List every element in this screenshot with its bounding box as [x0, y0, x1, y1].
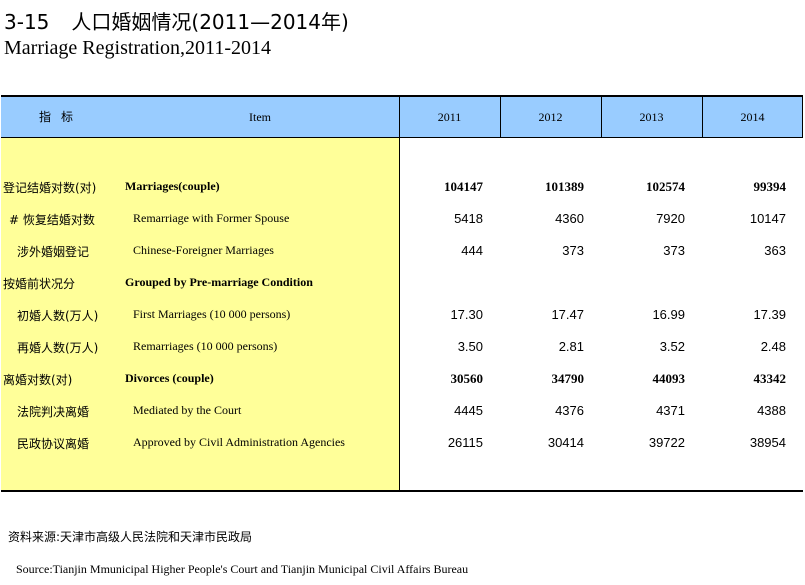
- cell-2013: 102574: [646, 179, 685, 194]
- row-label-en: Divorces (couple): [125, 371, 214, 385]
- cell-2013: 4371: [656, 403, 685, 418]
- cell-2013: 44093: [652, 371, 686, 386]
- table-header: 指标 Item 2011 2012 2013 2014: [1, 97, 803, 138]
- cell-2011: 104147: [444, 179, 483, 194]
- cell-2011: 444: [461, 243, 483, 258]
- row-label-en: Approved by Civil Administration Agencie…: [133, 435, 345, 449]
- cell-2011: 26115: [447, 435, 483, 450]
- header-indicator-cn: 指标: [38, 110, 83, 124]
- table-row: 涉外婚姻登记 Chinese-Foreigner Marriages 444 373 3…: [1, 235, 803, 267]
- row-label-cn: 民政协议离婚: [17, 437, 90, 451]
- cell-2014: 38954: [749, 435, 786, 450]
- table-row: 民政协议离婚 Approved by Civil Administration A…: [1, 427, 803, 459]
- table-title-en: Marriage Registration,2011-2014: [4, 37, 271, 59]
- row-label-cn: # 恢复结婚对数: [9, 213, 95, 227]
- cell-2013: 3.52: [659, 339, 685, 354]
- cell-2014: 4388: [757, 403, 786, 418]
- header-divider: [702, 97, 703, 137]
- table-number: 3-15: [4, 10, 50, 34]
- header-year-2013: 2013: [639, 110, 664, 124]
- source-note-cn: 资料来源:天津市高级人民法院和天津市民政局: [8, 530, 253, 544]
- cell-2014: 363: [764, 243, 786, 258]
- header-year-2012: 2012: [538, 110, 563, 124]
- table-row: # 恢复结婚对数 Remarriage with Former Spouse 541…: [1, 203, 803, 235]
- source-note-en: Source:Tianjin Mmunicipal Higher People'…: [16, 562, 469, 576]
- row-label-cn: 法院判决离婚: [17, 405, 90, 419]
- cell-2012: 17.47: [551, 307, 584, 322]
- table-title-cn: 3-15 人口婚姻情况(2011—2014年): [4, 6, 349, 35]
- header-divider: [500, 97, 501, 137]
- table-row: 按婚前状况分 Grouped by Pre-marriage Condition: [1, 267, 803, 299]
- cell-2014: 2.48: [760, 339, 786, 354]
- cell-2012: 30414: [547, 435, 584, 450]
- table-row: 法院判决离婚 Mediated by the Court 4445 4376 4371 4…: [1, 395, 803, 427]
- header-divider: [601, 97, 602, 137]
- cell-2014: 17.39: [753, 307, 786, 322]
- cell-2012: 4360: [555, 211, 584, 226]
- row-label-cn: 按婚前状况分: [3, 277, 76, 291]
- row-label-en: Mediated by the Court: [133, 403, 242, 417]
- row-label-cn: 离婚对数(对): [3, 373, 73, 387]
- cell-2012: 2.81: [558, 339, 584, 354]
- row-label-cn: 涉外婚姻登记: [17, 245, 90, 259]
- cell-2013: 39722: [648, 435, 685, 450]
- cell-2014: 10147: [749, 211, 786, 226]
- cell-2011: 17.30: [450, 307, 483, 322]
- cell-2013: 16.99: [652, 307, 685, 322]
- table-row: 登记结婚对数(对) Marriages(couple) 104147 101389 10…: [1, 171, 803, 203]
- row-label-en: Remarriages (10 000 persons): [133, 339, 278, 353]
- cell-2014: 99394: [753, 179, 787, 194]
- table-title-cn-text: 人口婚姻情况(2011—2014年): [71, 10, 349, 34]
- cell-2011: 30560: [450, 371, 484, 386]
- indicator-column-bg: [1, 138, 399, 490]
- row-label-en: First Marriages (10 000 persons): [133, 307, 291, 321]
- cell-2012: 4376: [555, 403, 584, 418]
- column-divider: [399, 97, 400, 490]
- table-row: 初婚人数(万人) First Marriages (10 000 persons)…: [1, 299, 803, 331]
- row-label-cn: 再婚人数(万人): [17, 341, 99, 355]
- data-table: 指标 Item 2011 2012 2013 2014 登记结婚对数(对) Mar…: [1, 95, 803, 492]
- cell-2012: 373: [562, 243, 584, 258]
- table-row: 再婚人数(万人) Remarriages (10 000 persons) 3.50…: [1, 331, 803, 363]
- cell-2014: 43342: [753, 371, 787, 386]
- row-label-en: Remarriage with Former Spouse: [133, 211, 290, 225]
- cell-2011: 4445: [454, 403, 483, 418]
- row-label-en: Marriages(couple): [125, 179, 220, 193]
- row-label-en: Grouped by Pre-marriage Condition: [125, 275, 313, 289]
- row-label-cn: 登记结婚对数(对): [3, 181, 97, 195]
- cell-2013: 7920: [656, 211, 685, 226]
- header-item-en: Item: [249, 110, 271, 124]
- cell-2013: 373: [663, 243, 685, 258]
- cell-2011: 3.50: [457, 339, 483, 354]
- cell-2012: 101389: [545, 179, 584, 194]
- table-row: 离婚对数(对) Divorces (couple) 30560 34790 44093 4…: [1, 363, 803, 395]
- row-label-cn: 初婚人数(万人): [17, 309, 99, 323]
- cell-2012: 34790: [551, 371, 585, 386]
- header-year-2014: 2014: [740, 110, 765, 124]
- cell-2011: 5418: [454, 211, 483, 226]
- row-label-en: Chinese-Foreigner Marriages: [133, 243, 274, 257]
- header-year-2011: 2011: [437, 110, 462, 124]
- header-divider: [802, 97, 803, 137]
